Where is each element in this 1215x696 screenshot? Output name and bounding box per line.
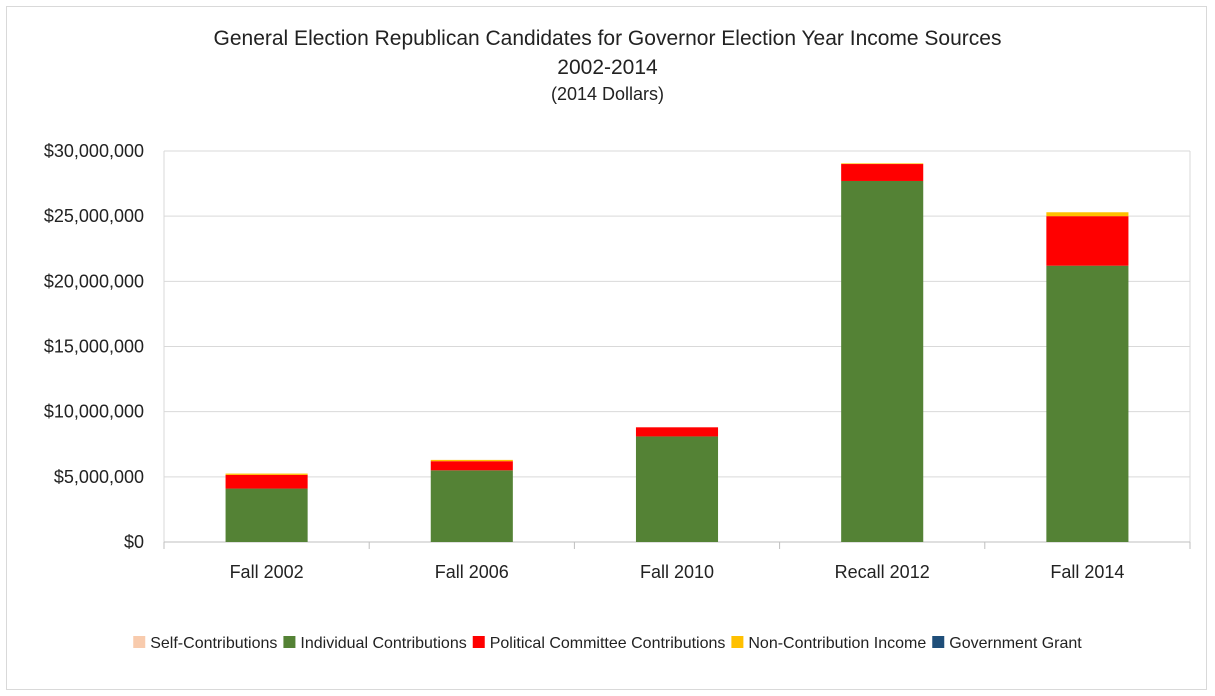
chart-title-block: General Election Republican Candidates f… [0,24,1215,106]
x-tick-label: Fall 2014 [1050,562,1124,582]
y-tick-label: $0 [124,532,144,552]
bar-individual-contributions-0 [225,488,308,542]
x-tick-label: Fall 2010 [640,562,714,582]
bar-political-committee-contributions-2 [635,427,719,437]
y-tick-label: $5,000,000 [54,467,144,487]
chart-subtitle: 2002-2014 [557,56,658,79]
bar-non-contribution-income-3 [841,163,924,165]
x-tick-label: Fall 2006 [435,562,509,582]
chart-title: General Election Republican Candidates f… [213,27,1002,50]
bar-political-committee-contributions-1 [430,461,513,471]
y-tick-label: $20,000,000 [44,271,144,291]
bar-individual-contributions-1 [430,470,513,542]
bar-non-contribution-income-1 [430,459,513,462]
bar-political-committee-contributions-3 [841,164,924,181]
y-tick-label: $25,000,000 [44,206,144,226]
chart-frame [6,6,1207,690]
legend-label: Political Committee Contributions [490,635,726,652]
bar-individual-contributions-4 [1046,265,1129,542]
y-tick-label: $15,000,000 [44,337,144,357]
chart-subtitle-units: (2014 Dollars) [550,84,665,104]
legend-swatch-self-contributions [133,636,146,648]
legend-label: Non-Contribution Income [748,635,926,652]
bar-political-committee-contributions-4 [1046,216,1129,266]
bar-individual-contributions-2 [635,436,719,542]
legend-swatch-individual-contributions [283,636,296,648]
y-tick-label: $30,000,000 [44,141,144,161]
x-tick-label: Recall 2012 [835,562,930,582]
bar-individual-contributions-3 [841,180,924,542]
legend-label: Self-Contributions [150,635,277,652]
bar-political-committee-contributions-0 [225,474,308,489]
legend-swatch-political-committee-contributions [472,636,485,648]
bar-non-contribution-income-4 [1046,212,1129,217]
bar-non-contribution-income-0 [225,473,308,475]
legend-swatch-government-grant [932,636,945,648]
legend-swatch-non-contribution-income [731,636,744,648]
legend-label: Government Grant [949,635,1082,652]
y-tick-label: $10,000,000 [44,402,144,422]
legend-label: Individual Contributions [300,635,466,652]
x-tick-label: Fall 2002 [230,562,304,582]
